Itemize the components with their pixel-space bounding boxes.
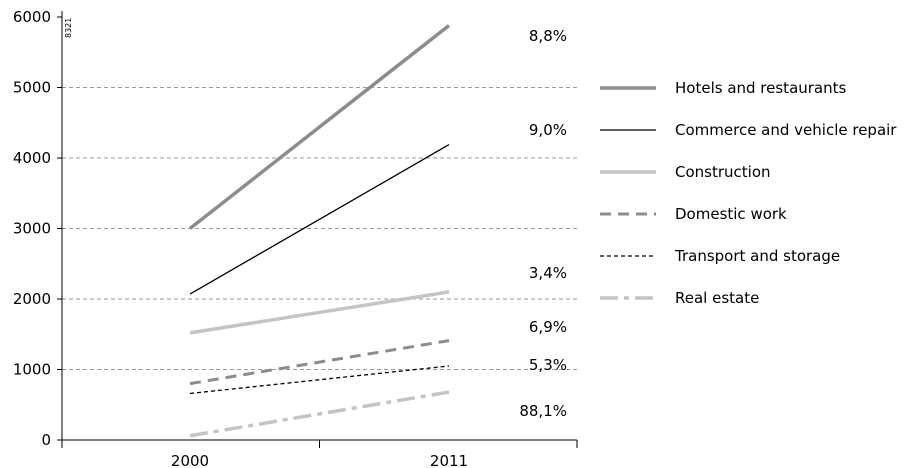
x-tick-label: 2011	[430, 452, 468, 468]
end-label: 8,8%	[529, 27, 567, 45]
legend-label: Transport and storage	[674, 247, 840, 265]
legend-label: Real estate	[675, 289, 759, 307]
end-label: 3,4%	[529, 264, 567, 282]
y-tick-label: 0	[41, 431, 51, 449]
end-labels: 8,8% 9,0% 3,4% 6,9% 5,3% 88,1%	[519, 27, 567, 420]
end-label: 5,3%	[529, 356, 567, 374]
y-tick-label: 3000	[13, 220, 51, 238]
series-line	[188, 24, 451, 230]
series-line	[189, 365, 450, 395]
end-label: 9,0%	[529, 121, 567, 139]
series-line	[189, 144, 450, 295]
end-label: 6,9%	[529, 318, 567, 336]
series-line	[189, 339, 450, 386]
y-tick-label: 6000	[13, 8, 51, 26]
chart-code-label: 8321	[64, 18, 73, 38]
series-lines	[188, 24, 451, 438]
legend-label: Hotels and restaurants	[675, 79, 847, 97]
legend: Hotels and restaurants Commerce and vehic…	[600, 79, 897, 307]
y-tick-label: 4000	[13, 149, 51, 167]
axes	[61, 11, 577, 448]
series-line	[189, 390, 450, 438]
y-axis-ticks: 0 1000 2000 3000 4000 5000 6000	[13, 8, 62, 449]
series-line	[189, 290, 450, 335]
end-label: 88,1%	[519, 402, 567, 420]
y-tick-label: 5000	[13, 79, 51, 97]
y-tick-label: 2000	[13, 290, 51, 308]
x-axis-ticks: 2000 2011	[61, 440, 578, 468]
legend-label: Commerce and vehicle repair	[675, 121, 897, 139]
y-tick-label: 1000	[13, 361, 51, 379]
legend-label: Construction	[675, 163, 771, 181]
x-tick-label: 2000	[171, 452, 209, 468]
legend-label: Domestic work	[675, 205, 787, 223]
gridlines	[62, 87, 577, 370]
